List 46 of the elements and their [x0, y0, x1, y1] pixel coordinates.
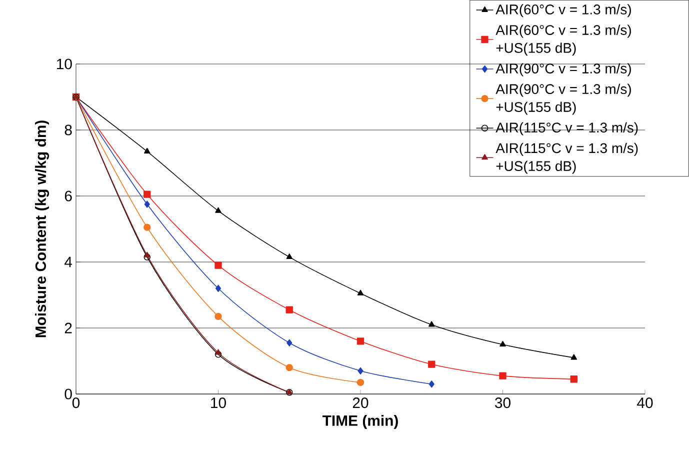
point: [570, 376, 578, 383]
point: [356, 338, 364, 345]
y-tick-label: 0: [64, 388, 72, 400]
y-tick-label: 2: [64, 322, 72, 334]
point: [144, 254, 151, 260]
point: [500, 340, 506, 346]
x-tick-label: 40: [637, 398, 653, 408]
point: [286, 253, 293, 260]
y-axis-title: Moisture Content (kg w/kg dm): [35, 120, 50, 338]
point: [357, 290, 364, 296]
x-tick-label: 30: [495, 398, 510, 408]
legend-label: AIR(60°C v = 1.3 m/s): [496, 4, 631, 18]
x-tick-label: 10: [211, 398, 226, 408]
point: [144, 200, 150, 208]
point: [570, 354, 578, 360]
legend-label: AIR(90°C v = 1.3 m/s): [496, 63, 631, 76]
point: [358, 367, 364, 374]
y-tick-label: 8: [64, 124, 72, 136]
legend-label: AIR(115°C v = 1.3 m/s) +US(155 dB): [496, 142, 638, 174]
point: [144, 148, 150, 154]
point: [144, 190, 151, 198]
point: [215, 284, 222, 292]
legend-label: AIR(90°C v = 1.3 m/s) +US(155 dB): [496, 84, 631, 115]
point: [286, 364, 293, 372]
point: [214, 312, 222, 320]
legend-label: AIR(60°C v = 1.3 m/s) +US(155 dB): [496, 24, 631, 56]
point: [215, 349, 222, 355]
x-axis-title: TIME (min): [322, 414, 398, 429]
point: [215, 207, 222, 213]
point: [214, 351, 222, 358]
point: [499, 372, 506, 380]
y-tick-label: 10: [57, 58, 72, 70]
y-tick-label: 6: [64, 190, 72, 202]
point: [428, 360, 436, 368]
point: [214, 262, 222, 269]
point: [144, 252, 150, 258]
point: [286, 306, 293, 314]
legend-label: AIR(115°C v = 1.3 m/s): [496, 122, 638, 136]
point: [356, 378, 364, 386]
point: [286, 339, 292, 346]
point: [428, 321, 435, 327]
point: [428, 380, 434, 388]
x-tick-label: 20: [352, 398, 368, 408]
point: [144, 224, 151, 231]
y-tick-label: 4: [64, 256, 72, 268]
x-tick-label: 0: [72, 398, 80, 408]
